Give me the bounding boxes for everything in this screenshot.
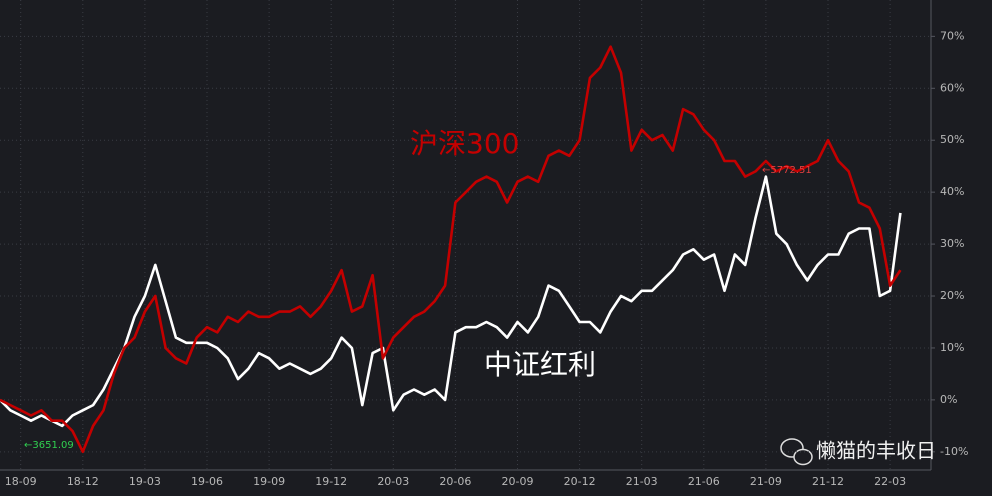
- x-tick-label: 20-06: [439, 475, 471, 488]
- watermark: 懒猫的丰收日: [816, 439, 936, 463]
- y-tick-label: -10%: [940, 445, 968, 458]
- x-tick-label: 20-09: [502, 475, 534, 488]
- y-tick-label: 50%: [940, 133, 964, 146]
- annotation: 中证红利: [484, 348, 596, 381]
- x-tick-label: 18-12: [67, 475, 99, 488]
- y-tick-label: 40%: [940, 185, 964, 198]
- annotation: 沪深300: [410, 127, 519, 160]
- x-tick-label: 20-12: [564, 475, 596, 488]
- x-tick-label: 21-06: [688, 475, 720, 488]
- x-tick-label: 19-09: [253, 475, 285, 488]
- wechat-icon: [780, 438, 813, 466]
- y-tick-label: 60%: [940, 81, 964, 94]
- y-tick-label: 20%: [940, 289, 964, 302]
- x-tick-label: 20-03: [377, 475, 409, 488]
- y-tick-label: 70%: [940, 29, 964, 42]
- x-tick-label: 21-03: [626, 475, 658, 488]
- annotation: ←3651.09: [24, 440, 74, 451]
- y-tick-label: 0%: [940, 393, 957, 406]
- x-tick-label: 22-03: [874, 475, 906, 488]
- x-tick-label: 21-09: [750, 475, 782, 488]
- x-tick-label: 19-03: [129, 475, 161, 488]
- y-tick-label: 10%: [940, 341, 964, 354]
- series-line: [0, 175, 902, 428]
- y-tick-label: 30%: [940, 237, 964, 250]
- x-tick-label: 19-06: [191, 475, 223, 488]
- series-line: [0, 45, 902, 454]
- annotation: ←5772.51: [762, 165, 812, 176]
- x-tick-label: 19-12: [315, 475, 347, 488]
- x-tick-label: 21-12: [812, 475, 844, 488]
- x-tick-label: 18-09: [5, 475, 37, 488]
